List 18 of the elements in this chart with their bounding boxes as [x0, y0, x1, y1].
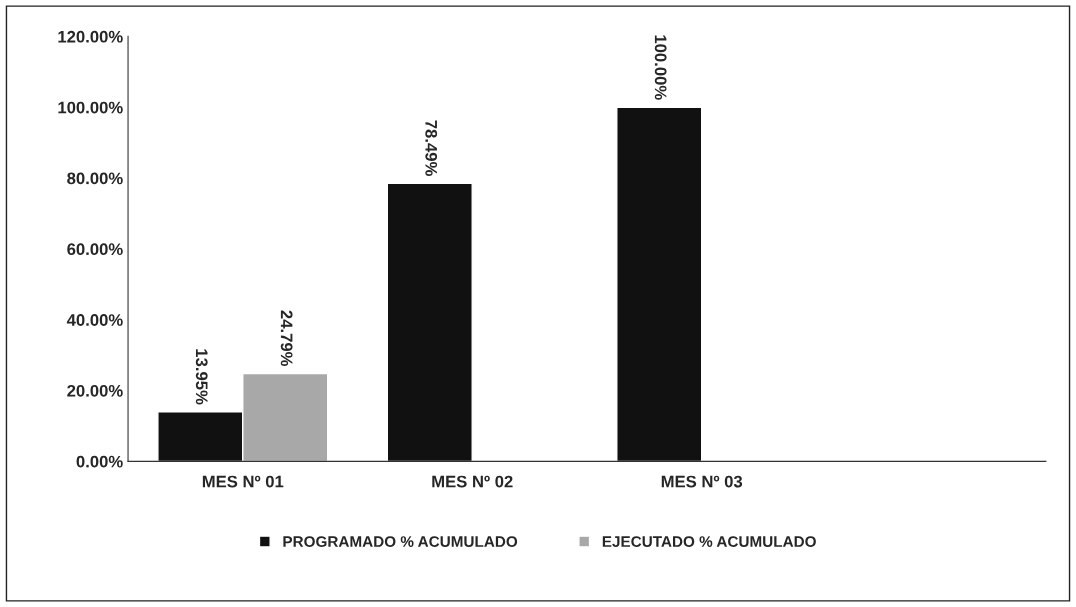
- y-tick-label: 80.00%: [67, 172, 123, 185]
- x-tick-label: MES Nº 01: [202, 475, 284, 488]
- legend-label: EJECUTADO % ACUMULADO: [602, 536, 816, 547]
- y-tick-label: 40.00%: [66, 314, 123, 326]
- data-label: 13.95%: [195, 349, 208, 405]
- data-label: 78.49%: [425, 120, 438, 176]
- bar: [386, 182, 473, 462]
- x-tick-label: MES Nº 03: [661, 475, 743, 488]
- data-label: 100.00%: [654, 35, 667, 100]
- y-tick-label: 20.00%: [67, 384, 123, 397]
- bar: [616, 106, 703, 462]
- y-tick-label: 120.00%: [58, 30, 123, 43]
- x-tick-label: MES Nº 02: [432, 475, 513, 488]
- y-tick-label: 100.00%: [58, 101, 123, 114]
- legend-label: PROGRAMADO % ACUMULADO: [283, 536, 518, 547]
- y-tick-label: 0.00%: [76, 455, 123, 468]
- data-label: 24.79%: [280, 310, 293, 367]
- y-tick-label: 60.00%: [67, 243, 123, 256]
